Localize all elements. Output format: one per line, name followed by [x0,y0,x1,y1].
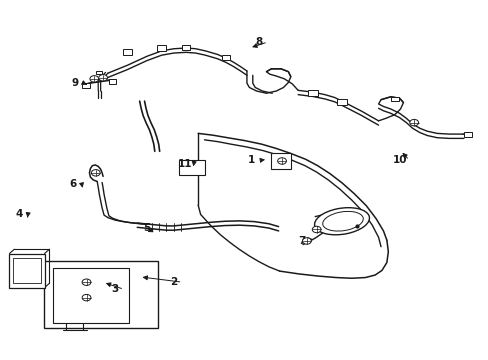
Bar [271,153,290,169]
Text: 3: 3 [111,284,119,294]
Circle shape [82,294,91,301]
Bar [157,45,166,51]
Text: 8: 8 [255,37,262,47]
Text: 11: 11 [178,159,192,169]
Text: 7: 7 [298,236,305,246]
Bar [43,261,158,328]
Text: 5: 5 [143,224,150,233]
Bar [336,99,346,105]
Circle shape [90,76,99,82]
Bar [307,90,317,96]
Bar [82,83,90,87]
Text: 2: 2 [170,277,177,287]
Circle shape [312,226,321,233]
Bar [109,79,116,84]
Ellipse shape [314,208,369,235]
Bar [9,253,44,288]
Circle shape [99,75,107,81]
Circle shape [277,158,286,164]
Bar [53,268,129,323]
Text: 10: 10 [392,155,407,165]
Bar [463,132,471,136]
Bar [178,159,205,175]
Bar [221,55,230,60]
Bar [13,258,41,283]
Circle shape [91,170,100,176]
Bar [96,71,102,74]
Text: 1: 1 [248,155,255,165]
Text: 4: 4 [16,209,23,219]
Circle shape [409,120,418,126]
Circle shape [82,279,91,285]
Bar [390,96,398,101]
Bar [181,45,190,50]
Text: 9: 9 [71,78,78,88]
Text: 6: 6 [69,179,76,189]
Circle shape [302,238,311,244]
Bar [122,49,132,55]
